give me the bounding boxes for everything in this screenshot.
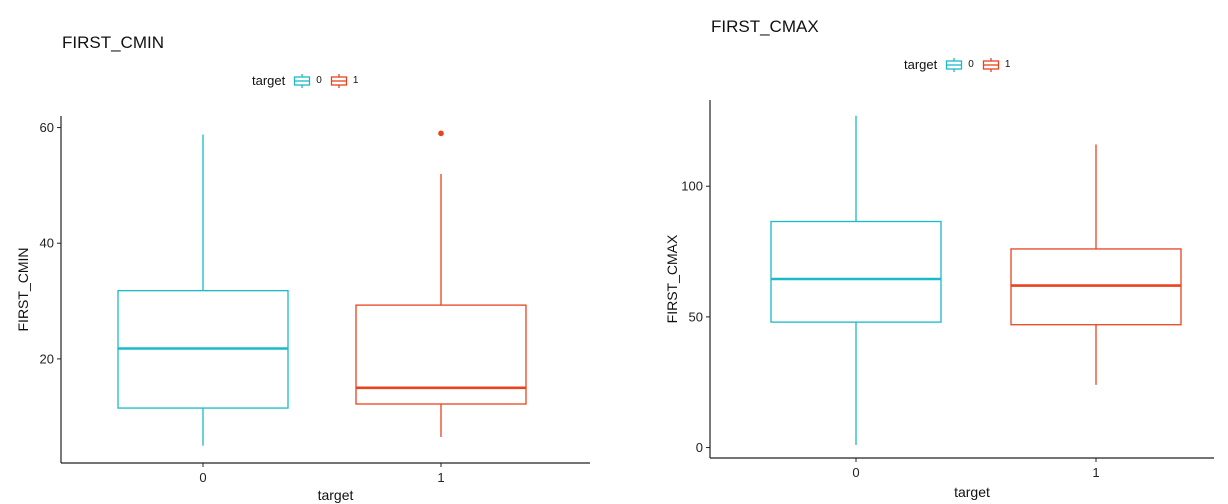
boxplot-first-cmax: 0 50 100 0 1 target FIRST_CMAX bbox=[664, 100, 1214, 500]
y-tick-label: 50 bbox=[689, 309, 703, 324]
legend-key-box-0 bbox=[294, 73, 311, 88]
x-axis-title: target bbox=[318, 487, 354, 503]
chart-title: FIRST_CMIN bbox=[62, 33, 164, 52]
legend-label-1: 1 bbox=[352, 75, 359, 86]
y-axis-title: FIRST_CMAX bbox=[664, 234, 680, 323]
x-tick-label: 0 bbox=[852, 465, 859, 480]
box-group-0 bbox=[770, 115, 942, 445]
legend-item-1: 1 bbox=[330, 73, 359, 88]
chart-panel-first-cmin: FIRST_CMIN target 0 1 20 40 60 0 1 target FIRS… bbox=[15, 33, 590, 503]
legend-key-box-1 bbox=[982, 57, 999, 72]
y-tick-label: 40 bbox=[40, 236, 54, 251]
legend-label-0: 0 bbox=[968, 59, 974, 70]
box-group-0 bbox=[117, 134, 289, 446]
box-iqr bbox=[355, 304, 527, 405]
y-axis-title: FIRST_CMIN bbox=[15, 248, 31, 332]
x-tick-label: 0 bbox=[199, 470, 206, 485]
boxplot-first-cmin: 20 40 60 0 1 target FIRST_CMIN bbox=[15, 116, 590, 503]
legend-title: target bbox=[904, 57, 938, 72]
legend-key-box-0 bbox=[946, 57, 963, 72]
legend-item-0: 0 bbox=[945, 57, 974, 72]
box-group-1 bbox=[1010, 144, 1182, 385]
chart-legend: target 0 1 bbox=[252, 73, 366, 88]
chart-title: FIRST_CMAX bbox=[711, 17, 819, 36]
y-tick-label: 20 bbox=[40, 351, 54, 366]
legend-label-1: 1 bbox=[1004, 59, 1011, 70]
y-tick-label: 100 bbox=[681, 179, 703, 194]
legend-title: target bbox=[252, 73, 286, 88]
chart-legend: target 0 1 bbox=[904, 57, 1018, 72]
x-tick-label: 1 bbox=[1092, 465, 1099, 480]
chart-panel-first-cmax: FIRST_CMAX target 0 1 0 50 100 0 1 target FIRS… bbox=[614, 0, 1228, 504]
y-tick-label: 60 bbox=[40, 120, 54, 135]
legend-label-0: 0 bbox=[316, 75, 322, 86]
box-group-1 bbox=[355, 130, 527, 437]
box-iqr bbox=[770, 220, 942, 323]
legend-key-box-1 bbox=[330, 73, 347, 88]
legend-item-0: 0 bbox=[293, 73, 322, 88]
x-axis-title: target bbox=[954, 484, 990, 500]
x-tick-label: 1 bbox=[437, 470, 444, 485]
legend-item-1: 1 bbox=[982, 57, 1011, 72]
y-tick-label: 0 bbox=[696, 440, 703, 455]
outlier-point bbox=[438, 130, 444, 137]
box-iqr bbox=[1010, 248, 1182, 326]
